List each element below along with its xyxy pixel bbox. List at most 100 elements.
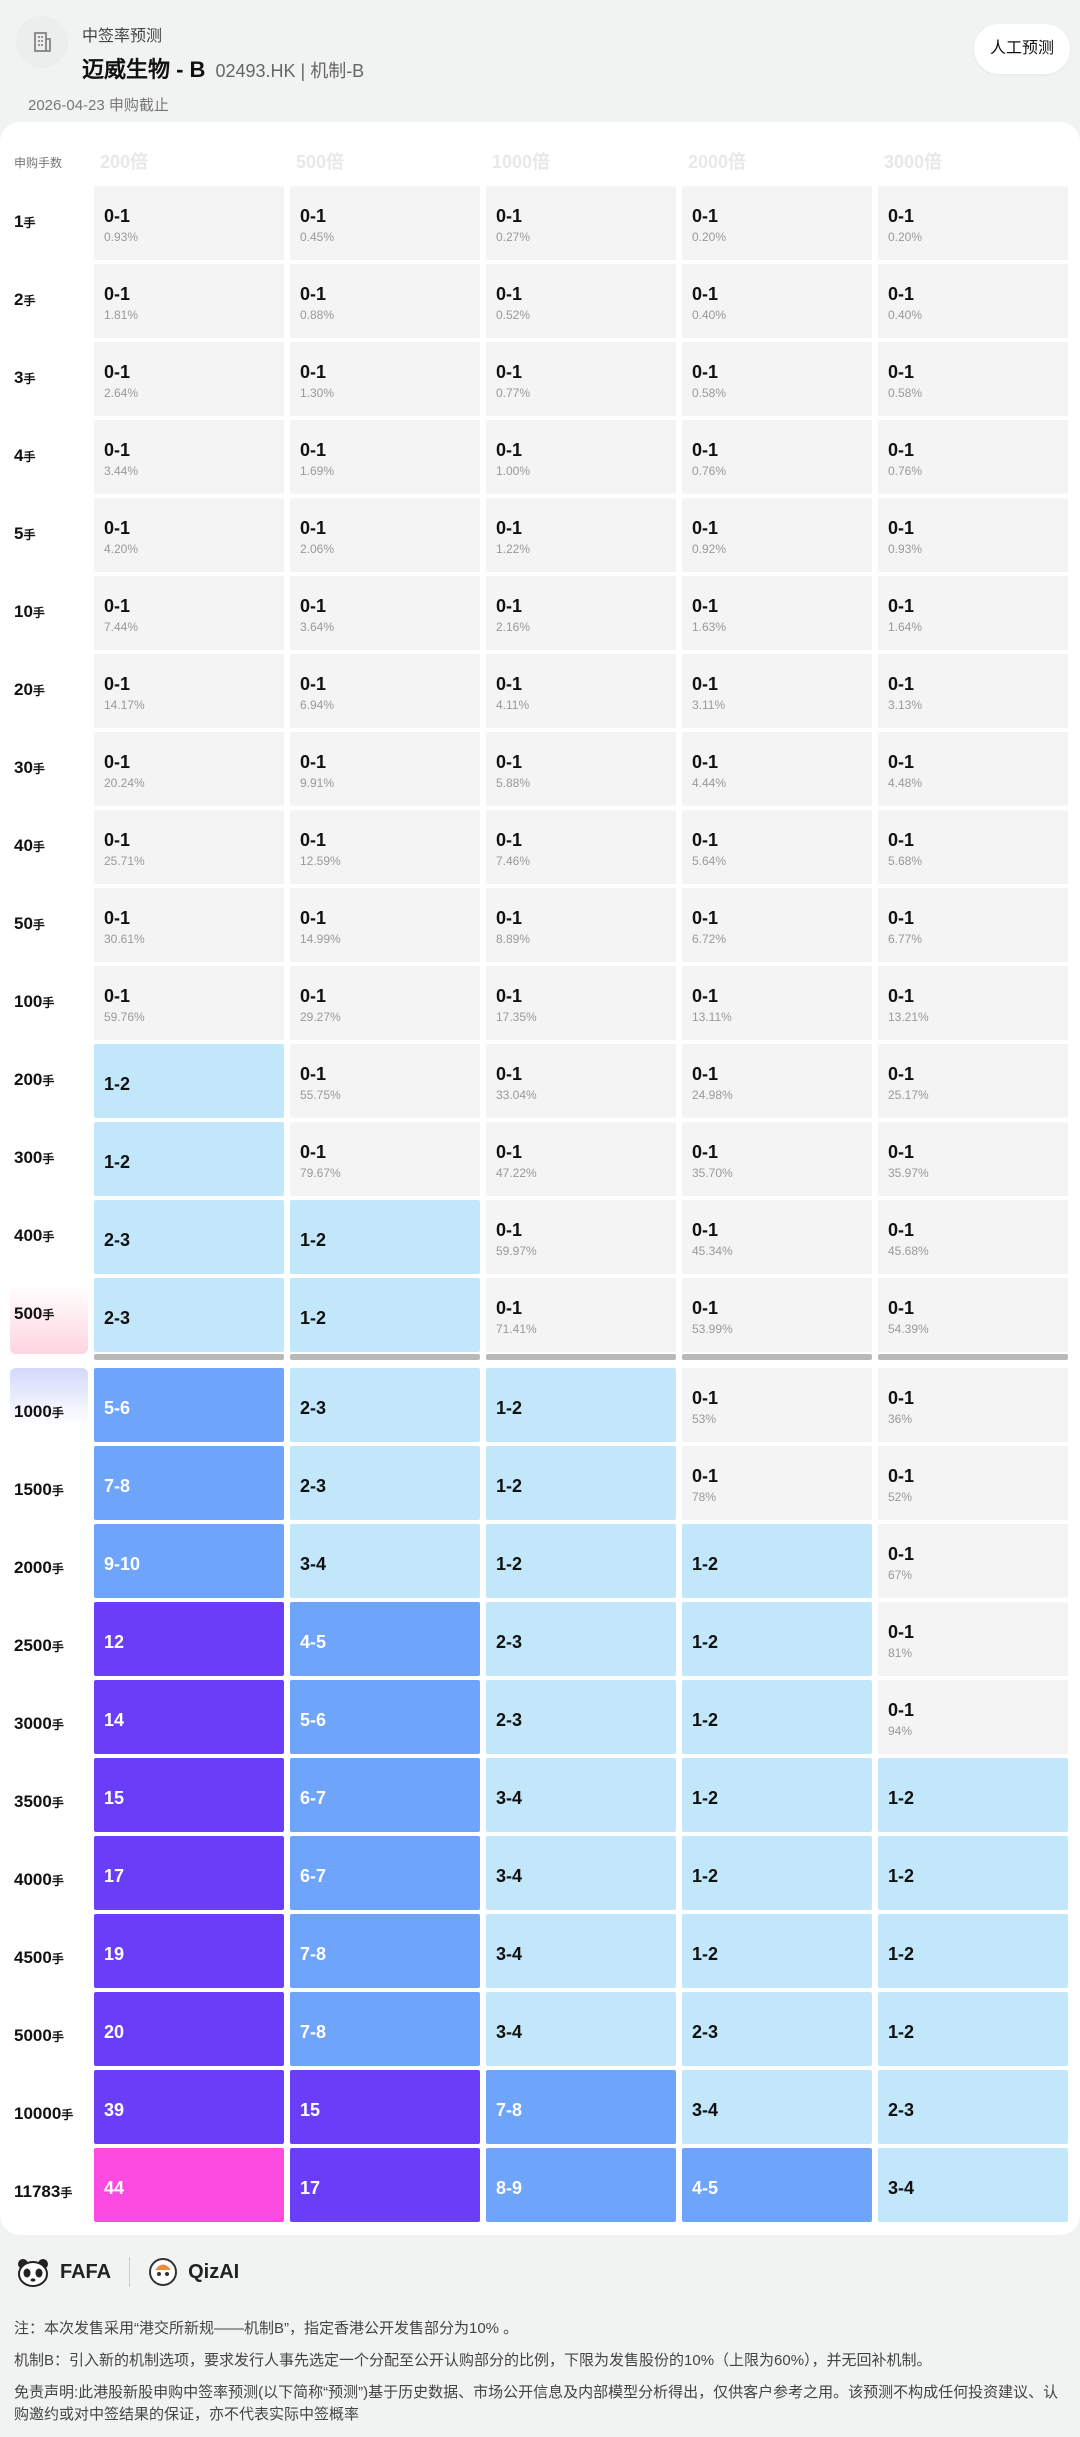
allotment-value: 0-1 bbox=[692, 830, 719, 850]
row-label-unit: 手 bbox=[61, 2108, 74, 2122]
allotment-value: 0-1 bbox=[692, 284, 719, 304]
row-label: 500手 bbox=[14, 1304, 54, 1324]
allotment-cell: 3-4 bbox=[682, 2070, 872, 2144]
allotment-probability: 79.67% bbox=[300, 1166, 341, 1180]
allotment-value: 0-1 bbox=[300, 752, 327, 772]
allotment-cell: 0-1 53% bbox=[682, 1368, 872, 1442]
row-label-lots: 1 bbox=[14, 212, 24, 231]
allotment-value: 0-1 bbox=[888, 674, 915, 694]
allotment-cell: 1-2 bbox=[878, 1758, 1068, 1832]
allotment-value: 17 bbox=[300, 2178, 321, 2198]
row-label: 11783手 bbox=[14, 2182, 72, 2202]
allotment-cell: 0-1 5.64% bbox=[682, 810, 872, 884]
allotment-cell: 1-2 bbox=[682, 1680, 872, 1754]
allotment-value: 0-1 bbox=[496, 518, 523, 538]
allotment-cell: 0-1 81% bbox=[878, 1602, 1068, 1676]
allotment-cell: 0-1 52% bbox=[878, 1446, 1068, 1520]
row-label-lots: 3500 bbox=[14, 1792, 52, 1811]
row-label-lots: 40 bbox=[14, 836, 33, 855]
allotment-probability: 14.99% bbox=[300, 932, 341, 946]
allotment-probability: 45.68% bbox=[888, 1244, 929, 1258]
panda-icon bbox=[18, 2259, 48, 2287]
row-label: 3500手 bbox=[14, 1792, 64, 1812]
allotment-value: 0-1 bbox=[888, 908, 915, 928]
allotment-cell: 8-9 bbox=[486, 2148, 676, 2222]
allotment-value: 0-1 bbox=[496, 986, 523, 1006]
highlight-marker bbox=[10, 1368, 88, 1424]
row-label: 1500手 bbox=[14, 1480, 64, 1500]
allotment-cell: 0-1 33.04% bbox=[486, 1044, 676, 1118]
allotment-cell: 1-2 bbox=[290, 1200, 480, 1274]
allotment-probability: 4.20% bbox=[104, 542, 139, 556]
section-divider bbox=[94, 1354, 284, 1360]
allotment-value: 19 bbox=[104, 1944, 125, 1964]
allotment-value: 0-1 bbox=[300, 284, 327, 304]
allotment-cell: 1-2 bbox=[290, 1278, 480, 1352]
allotment-cell: 20 bbox=[94, 1992, 284, 2066]
footer-logos: FAFA QizAI bbox=[16, 2254, 239, 2290]
allotment-cell: 2-3 bbox=[486, 1680, 676, 1754]
allotment-cell: 0-1 29.27% bbox=[290, 966, 480, 1040]
row-label-lots: 5 bbox=[14, 524, 24, 543]
row-label-unit: 手 bbox=[23, 294, 36, 308]
allotment-probability: 55.75% bbox=[300, 1088, 341, 1102]
manual-prediction-button[interactable]: 人工预测 bbox=[973, 24, 1070, 74]
allotment-value: 0-1 bbox=[496, 1064, 523, 1084]
allotment-value: 6-7 bbox=[300, 1788, 327, 1808]
allotment-cell: 0-1 0.92% bbox=[682, 498, 872, 572]
row-label-unit: 手 bbox=[42, 1152, 55, 1166]
allotment-value: 0-1 bbox=[888, 1064, 915, 1084]
row-label-unit: 手 bbox=[32, 606, 45, 620]
allotment-cell: 0-1 14.17% bbox=[94, 654, 284, 728]
row-label-lots: 2 bbox=[14, 290, 24, 309]
stock-code: 02493.HK | 机制-B bbox=[215, 61, 365, 81]
allotment-probability: 4.44% bbox=[692, 776, 727, 790]
row-label: 40手 bbox=[14, 836, 45, 856]
column-header: 200倍 bbox=[100, 152, 149, 172]
allotment-probability: 1.22% bbox=[496, 542, 531, 556]
allotment-value: 4-5 bbox=[300, 1632, 327, 1652]
allotment-value: 0-1 bbox=[104, 830, 131, 850]
allotment-cell: 2-3 bbox=[486, 1602, 676, 1676]
allotment-cell: 0-1 3.64% bbox=[290, 576, 480, 650]
allotment-value: 6-7 bbox=[300, 1866, 327, 1886]
allotment-cell: 5-6 bbox=[290, 1680, 480, 1754]
allotment-probability: 59.97% bbox=[496, 1244, 537, 1258]
row-label-unit: 手 bbox=[23, 372, 36, 386]
row-label: 200手 bbox=[14, 1070, 54, 1090]
allotment-probability: 29.27% bbox=[300, 1010, 341, 1024]
allotment-value: 0-1 bbox=[104, 440, 131, 460]
allotment-value: 0-1 bbox=[300, 1064, 327, 1084]
row-label-unit: 手 bbox=[42, 1074, 55, 1088]
allotment-cell: 0-1 17.35% bbox=[486, 966, 676, 1040]
row-label: 4500手 bbox=[14, 1948, 64, 1968]
row-label-lots: 200 bbox=[14, 1070, 43, 1089]
allotment-value: 0-1 bbox=[496, 752, 523, 772]
section-divider bbox=[878, 1354, 1068, 1360]
allotment-cell: 15 bbox=[290, 2070, 480, 2144]
allotment-probability: 47.22% bbox=[496, 1166, 537, 1180]
allotment-value: 39 bbox=[104, 2100, 125, 2120]
allotment-cell: 0-1 45.34% bbox=[682, 1200, 872, 1274]
allotment-value: 1-2 bbox=[496, 1554, 523, 1574]
allotment-value: 0-1 bbox=[692, 518, 719, 538]
allotment-cell: 19 bbox=[94, 1914, 284, 1988]
allotment-probability: 1.30% bbox=[300, 386, 335, 400]
row-label-unit: 手 bbox=[23, 216, 36, 230]
allotment-cell: 1-2 bbox=[486, 1446, 676, 1520]
allotment-probability: 9.91% bbox=[300, 776, 335, 790]
row-label-unit: 手 bbox=[51, 1874, 64, 1888]
allotment-cell: 1-2 bbox=[486, 1368, 676, 1442]
allotment-probability: 53% bbox=[692, 1412, 717, 1426]
allotment-cell: 4-5 bbox=[290, 1602, 480, 1676]
allotment-cell: 1-2 bbox=[94, 1044, 284, 1118]
mechanism-b-note: 机制B：引入新的机制选项，要求发行人事先选定一个分配至公开认购部分的比例，下限为… bbox=[14, 2352, 932, 2369]
allotment-value: 3-4 bbox=[888, 2178, 915, 2198]
allotment-cell: 9-10 bbox=[94, 1524, 284, 1598]
row-label-unit: 手 bbox=[32, 840, 45, 854]
row-label: 300手 bbox=[14, 1148, 54, 1168]
allotment-cell: 0-1 0.76% bbox=[878, 420, 1068, 494]
allotment-cell: 6-7 bbox=[290, 1836, 480, 1910]
allotment-probability: 4.48% bbox=[888, 776, 923, 790]
allotment-value: 0-1 bbox=[888, 1700, 915, 1720]
